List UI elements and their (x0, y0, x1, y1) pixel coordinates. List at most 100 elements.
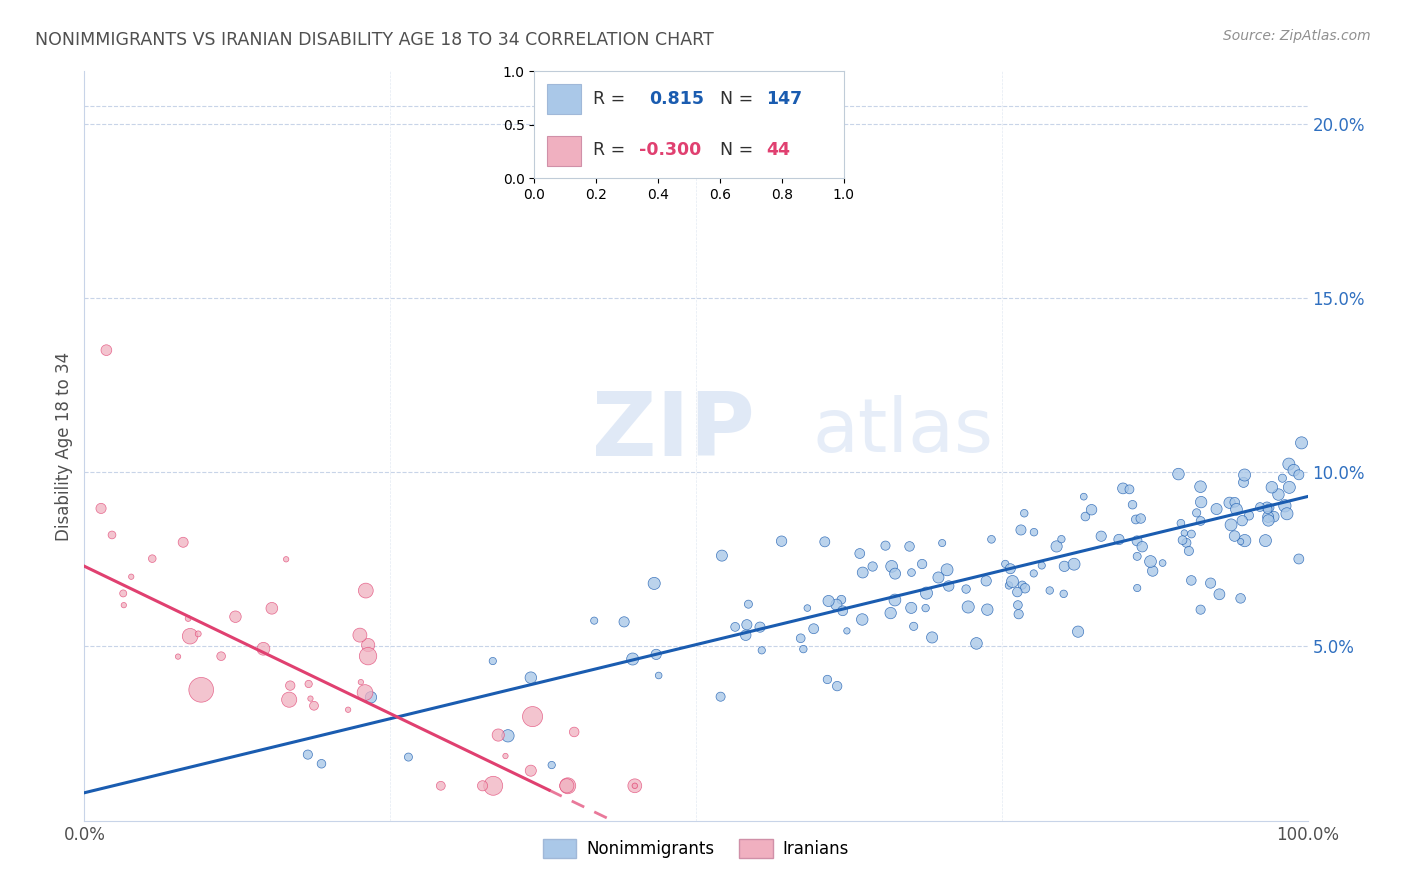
Point (299, 691, 322, 706)
Point (792, 642, 814, 657)
Point (486, 728, 509, 742)
Point (976, 602, 998, 616)
Point (1233, 533, 1256, 548)
Point (1288, 467, 1310, 482)
Legend: Nonimmigrants, Iranians: Nonimmigrants, Iranians (536, 832, 856, 864)
Point (1063, 558, 1085, 572)
Text: 44: 44 (766, 141, 790, 159)
Point (915, 586, 938, 600)
Point (749, 620, 772, 634)
Point (1263, 509, 1285, 524)
Point (645, 648, 668, 662)
Point (613, 615, 636, 629)
Point (1278, 457, 1301, 471)
Point (911, 557, 934, 571)
Point (1199, 576, 1222, 591)
Point (1014, 581, 1036, 595)
Point (357, 638, 380, 652)
Point (337, 703, 360, 717)
Point (737, 597, 759, 611)
Point (1282, 463, 1305, 477)
Point (1045, 540, 1067, 554)
Point (179, 629, 201, 643)
Point (1108, 533, 1130, 547)
Point (994, 557, 1017, 571)
Point (1256, 500, 1278, 514)
Text: N =: N = (720, 141, 754, 159)
Point (957, 599, 980, 614)
Point (1000, 562, 1022, 576)
Point (735, 617, 758, 632)
Point (831, 604, 853, 618)
Point (624, 779, 647, 793)
Point (1261, 480, 1284, 494)
Point (276, 552, 298, 566)
Point (522, 709, 544, 723)
Point (1050, 532, 1073, 546)
Text: N =: N = (720, 90, 754, 108)
Point (914, 601, 936, 615)
Point (396, 750, 419, 764)
Point (1170, 516, 1192, 531)
Point (921, 631, 943, 645)
Point (1031, 558, 1053, 573)
Text: Source: ZipAtlas.com: Source: ZipAtlas.com (1223, 29, 1371, 43)
Point (187, 627, 209, 641)
Point (1152, 556, 1174, 570)
Point (1267, 487, 1289, 501)
Point (621, 652, 644, 666)
Point (884, 566, 907, 581)
Point (1130, 540, 1153, 554)
Point (1167, 467, 1189, 481)
Point (297, 747, 319, 762)
Text: NONIMMIGRANTS VS IRANIAN DISABILITY AGE 18 TO 34 CORRELATION CHART: NONIMMIGRANTS VS IRANIAN DISABILITY AGE … (35, 31, 714, 49)
Point (1274, 499, 1296, 513)
Point (1139, 555, 1161, 569)
Point (931, 536, 953, 550)
Point (298, 677, 321, 691)
Point (1007, 598, 1029, 612)
Point (520, 764, 543, 778)
Point (1225, 502, 1247, 516)
Point (643, 576, 665, 591)
Point (112, 598, 135, 612)
Point (803, 622, 825, 636)
Point (710, 549, 733, 563)
Point (966, 636, 988, 650)
Point (1171, 533, 1194, 548)
Point (354, 685, 377, 699)
Y-axis label: Disability Age 18 to 34: Disability Age 18 to 34 (55, 351, 73, 541)
Point (224, 609, 246, 624)
Point (1185, 506, 1208, 520)
Point (814, 534, 837, 549)
Point (927, 570, 949, 584)
Point (1126, 549, 1149, 564)
Point (471, 779, 494, 793)
Point (1257, 502, 1279, 516)
Point (302, 698, 325, 713)
Point (1258, 500, 1281, 515)
Point (1220, 517, 1243, 532)
Point (900, 600, 922, 615)
FancyBboxPatch shape (547, 84, 581, 114)
Point (647, 668, 669, 682)
Point (1112, 482, 1135, 496)
Point (852, 566, 875, 580)
Point (770, 534, 793, 549)
Point (90, 501, 112, 516)
Point (252, 641, 274, 656)
Point (1173, 526, 1195, 541)
Point (1175, 536, 1198, 550)
Point (555, 779, 578, 793)
Point (830, 592, 852, 607)
Point (980, 533, 1002, 547)
Point (796, 601, 818, 615)
Point (815, 673, 838, 687)
Point (1189, 602, 1212, 616)
Point (1012, 506, 1035, 520)
Text: R =: R = (593, 141, 626, 159)
Point (360, 690, 382, 705)
Point (495, 749, 517, 764)
Point (751, 643, 773, 657)
Text: ZIP: ZIP (592, 387, 755, 475)
